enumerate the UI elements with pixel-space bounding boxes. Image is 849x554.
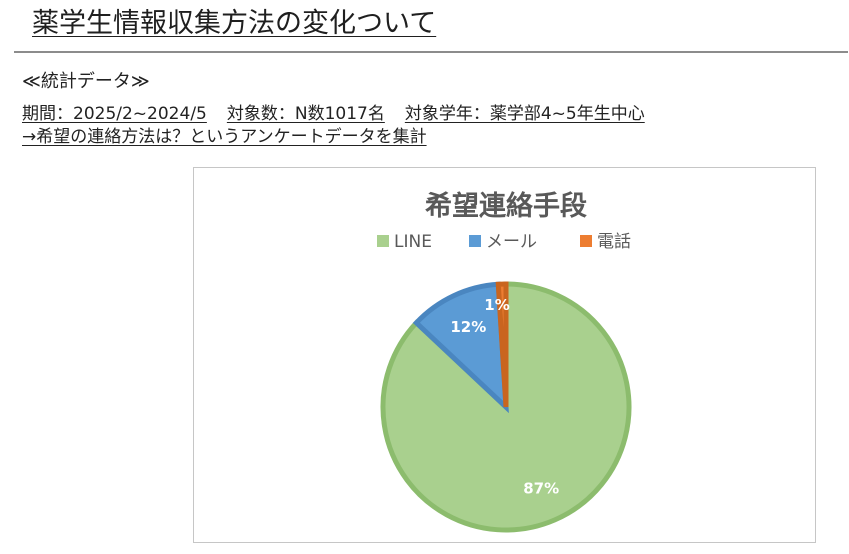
chart-legend: LINE メール 電話 [377, 232, 631, 252]
survey-info-line: 期間：2025/2~2024/5 対象数：N数1017名 対象学年：薬学部4~5年生… [22, 103, 645, 125]
title-rule [14, 51, 848, 53]
legend-label-2: 電話 [597, 232, 631, 252]
period-text: 期間：2025/2~2024/5 [22, 104, 207, 124]
pie-chart-svg: 希望連絡手段 LINE メール 電話 87% 12% 1% [377, 190, 632, 533]
data-labels: 87% 12% 1% [450, 296, 559, 497]
slide-title: 薬学生情報収集方法の変化ついて [32, 8, 437, 39]
data-label-1: 12% [450, 318, 486, 336]
legend-label-0: LINE [394, 232, 432, 252]
pie-slice-1 [412, 281, 509, 414]
data-label-0: 87% [523, 479, 559, 497]
description-text: →希望の連絡方法は？というアンケートデータを集計 [22, 127, 427, 147]
pie-slice-2 [495, 281, 509, 408]
sample-count-text: 対象数：N数1017名 [226, 104, 385, 124]
legend-swatch-2 [580, 235, 592, 247]
description-line: →希望の連絡方法は？というアンケートデータを集計 [22, 126, 427, 148]
section-label: ≪統計データ≫ [22, 71, 150, 92]
chart-title: 希望連絡手段 [425, 190, 587, 222]
data-label-2: 1% [484, 296, 509, 314]
pie-chart: 希望連絡手段 LINE メール 電話 87% 12% 1% [193, 167, 816, 543]
pie-slices [380, 281, 632, 533]
legend-label-1: メール [486, 232, 537, 252]
legend-swatch-1 [469, 235, 481, 247]
target-grade-text: 対象学年：薬学部4~5年生中心 [404, 104, 645, 124]
legend-swatch-0 [377, 235, 389, 247]
